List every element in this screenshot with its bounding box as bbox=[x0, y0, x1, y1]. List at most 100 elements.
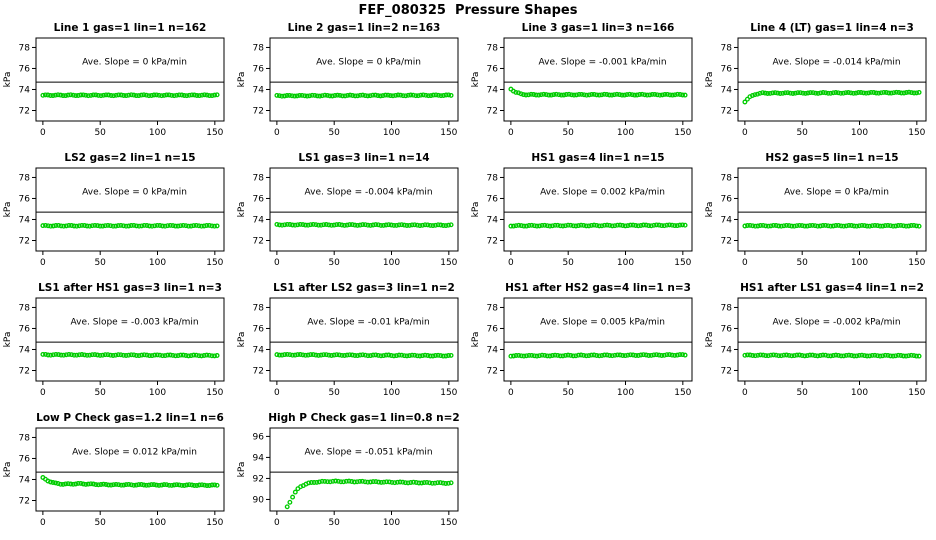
plot-box bbox=[269, 167, 459, 252]
plot-box bbox=[35, 427, 225, 512]
plot-box bbox=[737, 297, 927, 382]
data-points bbox=[274, 351, 454, 359]
y-tick-label: 72 bbox=[721, 236, 732, 246]
plot-box bbox=[737, 167, 927, 252]
y-tick-label: 72 bbox=[19, 236, 30, 246]
y-axis-label: kPa bbox=[3, 72, 13, 88]
panel-plot: Line 3 gas=1 lin=3 n=166 72 74 76 78 kPa 0 50 10… bbox=[471, 22, 693, 138]
y-tick-label: 72 bbox=[487, 106, 498, 116]
slope-annotation: Ave. Slope = -0.004 kPa/min bbox=[305, 187, 433, 197]
plot-box bbox=[35, 37, 225, 122]
y-tick-label: 74 bbox=[19, 215, 31, 225]
y-tick-label: 78 bbox=[487, 303, 499, 313]
chart-panel: Line 3 gas=1 lin=3 n=166 72 74 76 78 kPa 0 50 10… bbox=[468, 18, 702, 148]
plot-box bbox=[503, 167, 693, 252]
y-axis-label: kPa bbox=[237, 332, 247, 348]
plot-box bbox=[35, 167, 225, 252]
data-points bbox=[742, 89, 922, 105]
x-tick-label: 100 bbox=[383, 518, 400, 528]
figure-title: FEF_080325 Pressure Shapes bbox=[358, 3, 578, 18]
slope-annotation: Ave. Slope = 0 kPa/min bbox=[82, 187, 187, 197]
chart-panel: HS1 after HS2 gas=4 lin=1 n=3 72 74 76 78 kPa… bbox=[468, 278, 702, 408]
x-tick-label: 50 bbox=[562, 128, 574, 138]
y-tick-label: 78 bbox=[19, 303, 31, 313]
x-tick-label: 50 bbox=[562, 258, 574, 268]
slope-annotation: Ave. Slope = 0.012 kPa/min bbox=[72, 447, 197, 457]
y-tick-label: 78 bbox=[253, 303, 265, 313]
data-points bbox=[274, 221, 454, 229]
x-tick-label: 150 bbox=[674, 128, 691, 138]
panel-plot: Line 2 gas=1 lin=2 n=163 72 74 76 78 kPa 0 50 10… bbox=[237, 22, 459, 138]
panel-plot: HS1 after LS1 gas=4 lin=1 n=2 72 74 76 78 kPa… bbox=[705, 282, 927, 398]
x-tick-label: 50 bbox=[94, 388, 106, 398]
x-tick-label: 0 bbox=[274, 258, 280, 268]
y-tick-label: 76 bbox=[253, 194, 265, 204]
plot-box bbox=[269, 37, 459, 122]
x-tick-label: 100 bbox=[149, 518, 166, 528]
y-tick-label: 76 bbox=[19, 454, 31, 464]
y-tick-label: 76 bbox=[19, 194, 31, 204]
y-tick-label: 74 bbox=[19, 345, 31, 355]
plot-box bbox=[269, 297, 459, 382]
x-tick-label: 150 bbox=[206, 388, 223, 398]
y-tick-label: 76 bbox=[253, 324, 265, 334]
panel-plot: HS1 after HS2 gas=4 lin=1 n=3 72 74 76 78 kPa… bbox=[471, 282, 693, 398]
y-tick-label: 74 bbox=[253, 345, 265, 355]
y-tick-label: 74 bbox=[253, 85, 265, 95]
slope-annotation: Ave. Slope = -0.003 kPa/min bbox=[71, 317, 199, 327]
panel-title: Line 1 gas=1 lin=1 n=162 bbox=[54, 22, 207, 34]
y-tick-label: 76 bbox=[487, 194, 499, 204]
x-tick-label: 100 bbox=[617, 128, 634, 138]
y-axis-label: kPa bbox=[471, 332, 481, 348]
slope-annotation: Ave. Slope = -0.001 kPa/min bbox=[539, 57, 667, 67]
x-tick-label: 0 bbox=[40, 388, 46, 398]
y-tick-label: 72 bbox=[487, 236, 498, 246]
x-tick-label: 50 bbox=[328, 258, 340, 268]
y-tick-label: 78 bbox=[721, 173, 733, 183]
slope-annotation: Ave. Slope = -0.01 kPa/min bbox=[307, 317, 429, 327]
y-axis-label: kPa bbox=[471, 202, 481, 218]
chart-panel: LS1 after HS1 gas=3 lin=1 n=3 72 74 76 78 kPa… bbox=[0, 278, 234, 408]
x-tick-label: 100 bbox=[383, 388, 400, 398]
x-tick-label: 50 bbox=[328, 128, 340, 138]
x-tick-label: 50 bbox=[94, 518, 106, 528]
panel-title: HS2 gas=5 lin=1 n=15 bbox=[765, 152, 898, 164]
panel-title: HS1 after HS2 gas=4 lin=1 n=3 bbox=[505, 282, 691, 294]
x-tick-label: 50 bbox=[796, 258, 808, 268]
y-tick-label: 78 bbox=[721, 43, 733, 53]
chart-panel: High P Check gas=1 lin=0.8 n=2 90 92 94 96 kP… bbox=[234, 408, 468, 538]
y-tick-label: 76 bbox=[721, 324, 733, 334]
chart-panel: Line 1 gas=1 lin=1 n=162 72 74 76 78 kPa 0 50 10… bbox=[0, 18, 234, 148]
y-tick-label: 72 bbox=[253, 106, 264, 116]
y-tick-label: 74 bbox=[487, 85, 499, 95]
y-axis-label: kPa bbox=[237, 72, 247, 88]
y-tick-label: 72 bbox=[253, 366, 264, 376]
slope-annotation: Ave. Slope = 0 kPa/min bbox=[316, 57, 421, 67]
panel-title: HS1 after LS1 gas=4 lin=1 n=2 bbox=[740, 282, 924, 294]
y-tick-label: 78 bbox=[19, 43, 31, 53]
data-points bbox=[40, 351, 220, 359]
slope-annotation: Ave. Slope = 0.005 kPa/min bbox=[540, 317, 665, 327]
y-tick-label: 76 bbox=[19, 324, 31, 334]
data-points bbox=[40, 222, 220, 229]
panel-plot: Line 1 gas=1 lin=1 n=162 72 74 76 78 kPa 0 50 10… bbox=[3, 22, 225, 138]
data-points bbox=[274, 92, 454, 99]
x-tick-label: 150 bbox=[440, 128, 457, 138]
y-tick-label: 92 bbox=[253, 474, 264, 484]
plot-box bbox=[269, 427, 459, 512]
slope-annotation: Ave. Slope = 0 kPa/min bbox=[784, 187, 889, 197]
chart-panel: Low P Check gas=1.2 lin=1 n=6 72 74 76 78 kPa… bbox=[0, 408, 234, 538]
x-tick-label: 50 bbox=[94, 128, 106, 138]
y-tick-label: 76 bbox=[487, 324, 499, 334]
y-tick-label: 72 bbox=[253, 236, 264, 246]
x-tick-label: 100 bbox=[383, 128, 400, 138]
data-points bbox=[508, 222, 688, 229]
x-tick-label: 100 bbox=[149, 128, 166, 138]
y-tick-label: 76 bbox=[721, 194, 733, 204]
x-tick-label: 0 bbox=[742, 258, 748, 268]
y-tick-label: 78 bbox=[721, 303, 733, 313]
chart-panel: LS1 gas=3 lin=1 n=14 72 74 76 78 kPa 0 50 100 150… bbox=[234, 148, 468, 278]
slope-annotation: Ave. Slope = 0 kPa/min bbox=[82, 57, 187, 67]
y-tick-label: 78 bbox=[19, 433, 31, 443]
